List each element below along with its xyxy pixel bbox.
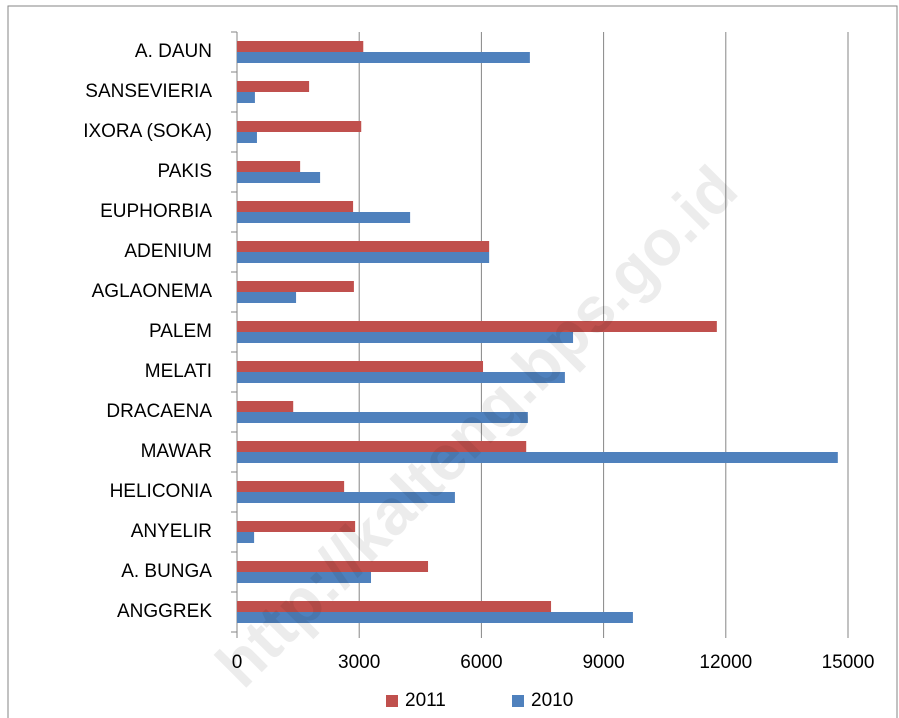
x-tick-label: 9000	[582, 652, 624, 673]
bar	[237, 252, 490, 263]
y-tick-label: SANSEVIERIA	[85, 81, 212, 102]
bar	[237, 81, 310, 92]
legend-swatch	[386, 695, 398, 707]
legend-label: 2010	[531, 690, 573, 711]
bar	[237, 612, 633, 623]
bar	[237, 412, 528, 423]
bar	[237, 52, 530, 63]
y-tick-label: EUPHORBIA	[100, 201, 212, 222]
y-tick-label: IXORA (SOKA)	[83, 121, 212, 142]
bar	[237, 332, 574, 343]
bar	[237, 201, 354, 212]
bar	[237, 401, 294, 412]
x-tick-label: 12000	[699, 652, 752, 673]
y-tick-label: PALEM	[149, 321, 212, 342]
y-tick-label: ANGGREK	[117, 601, 212, 622]
y-tick-label: ADENIUM	[124, 241, 212, 262]
y-tick-label: A. BUNGA	[121, 561, 212, 582]
x-tick-label: 0	[232, 652, 243, 673]
bar	[237, 521, 356, 532]
x-tick-label: 3000	[338, 652, 380, 673]
legend-swatch	[512, 695, 524, 707]
bar	[237, 561, 429, 572]
y-tick-label: AGLAONEMA	[92, 281, 213, 302]
y-tick-label: A. DAUN	[135, 41, 212, 62]
bar	[237, 532, 255, 543]
y-tick-label: MAWAR	[141, 441, 212, 462]
bar	[237, 492, 455, 503]
y-tick-label: HELICONIA	[110, 481, 213, 502]
bar	[237, 281, 354, 292]
chart-frame	[7, 5, 898, 718]
y-tick-label: ANYELIR	[131, 521, 212, 542]
legend-label: 2011	[405, 690, 446, 711]
y-tick-label: MELATI	[145, 361, 212, 382]
bar	[237, 41, 364, 52]
bar	[237, 92, 255, 103]
bar	[237, 241, 490, 252]
bar	[237, 601, 552, 612]
y-tick-label: PAKIS	[157, 161, 212, 182]
bar	[237, 212, 411, 223]
bar	[237, 452, 838, 463]
bar	[237, 572, 372, 583]
bar	[237, 361, 484, 372]
bar	[237, 121, 362, 132]
bar	[237, 441, 527, 452]
bar	[237, 321, 717, 332]
bar	[237, 172, 321, 183]
x-tick-label: 15000	[822, 652, 875, 673]
y-tick-label: DRACAENA	[106, 401, 212, 422]
bar	[237, 372, 565, 383]
bar	[237, 292, 297, 303]
bar	[237, 132, 257, 143]
x-tick-label: 6000	[460, 652, 502, 673]
bar	[237, 481, 345, 492]
bar	[237, 161, 301, 172]
